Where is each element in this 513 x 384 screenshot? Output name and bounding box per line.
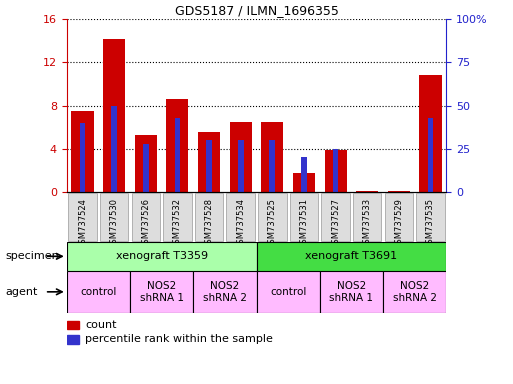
Text: control: control [270,287,306,297]
Text: GSM737526: GSM737526 [141,198,150,249]
Bar [226,193,255,241]
Text: agent: agent [5,287,37,297]
Bar [143,144,149,192]
Bar [67,335,79,344]
Bar [163,193,192,241]
Bar [68,193,97,241]
Bar [71,111,93,192]
Text: GSM737524: GSM737524 [78,198,87,249]
Bar [67,321,79,329]
Bar [131,193,160,241]
Bar [174,118,180,192]
Bar [230,122,252,192]
Bar [301,157,307,192]
Bar [428,118,433,192]
Text: NOS2
shRNA 1: NOS2 shRNA 1 [140,281,184,303]
Bar [80,123,85,192]
Title: GDS5187 / ILMN_1696355: GDS5187 / ILMN_1696355 [174,3,339,17]
Text: GSM737525: GSM737525 [268,198,277,249]
Bar [290,193,318,241]
Bar [198,131,220,192]
Text: GSM737531: GSM737531 [300,198,308,249]
Text: NOS2
shRNA 2: NOS2 shRNA 2 [392,281,437,303]
Bar [333,149,339,192]
Bar [100,193,128,241]
Bar [67,271,130,313]
Bar [385,193,413,241]
Text: specimen: specimen [5,251,59,262]
Bar [353,193,382,241]
Bar [193,271,256,313]
Bar [238,140,244,192]
Text: GSM737527: GSM737527 [331,198,340,249]
Text: NOS2
shRNA 1: NOS2 shRNA 1 [329,281,373,303]
Bar [206,140,212,192]
Text: count: count [85,320,116,330]
Bar [256,242,446,271]
Bar [166,99,188,192]
Bar [67,242,256,271]
Bar [256,271,320,313]
Bar [130,271,193,313]
Text: NOS2
shRNA 2: NOS2 shRNA 2 [203,281,247,303]
Bar [269,140,275,192]
Bar [383,271,446,313]
Text: GSM737532: GSM737532 [173,198,182,249]
Text: GSM737535: GSM737535 [426,198,435,249]
Bar [320,271,383,313]
Text: GSM737533: GSM737533 [363,198,372,249]
Bar [321,193,350,241]
Text: GSM737534: GSM737534 [236,198,245,249]
Text: control: control [80,287,116,297]
Bar [195,193,223,241]
Bar [325,150,347,192]
Bar [420,75,442,192]
Text: xenograft T3359: xenograft T3359 [115,251,208,262]
Text: xenograft T3691: xenograft T3691 [305,251,398,262]
Bar [103,39,125,192]
Bar [416,193,445,241]
Text: GSM737530: GSM737530 [110,198,119,249]
Bar [293,172,315,192]
Text: GSM737528: GSM737528 [205,198,213,249]
Bar [111,106,117,192]
Text: GSM737529: GSM737529 [394,198,403,249]
Bar [258,193,287,241]
Bar [261,122,283,192]
Text: percentile rank within the sample: percentile rank within the sample [85,334,273,344]
Bar [135,135,157,192]
